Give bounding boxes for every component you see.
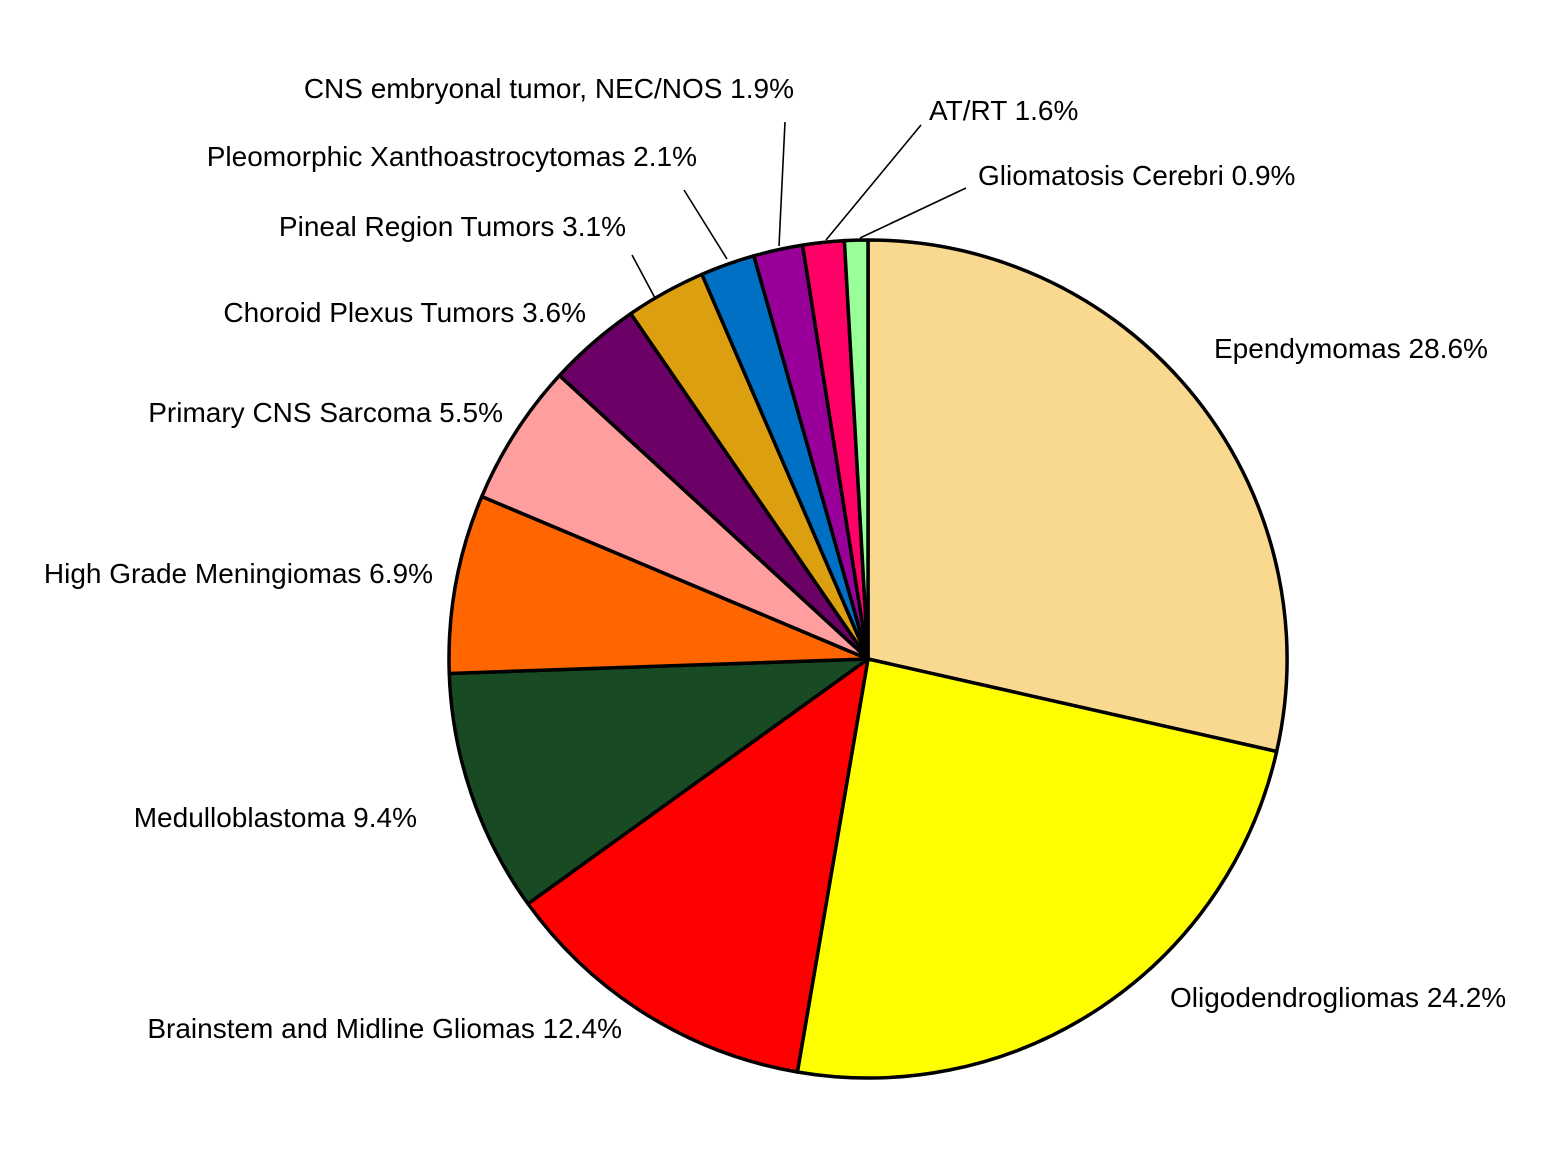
leader-line — [825, 124, 922, 241]
pie-slices — [447, 238, 1289, 1080]
slice-label: Gliomatosis Cerebri 0.9% — [978, 160, 1295, 191]
slice-label: Pineal Region Tumors 3.1% — [279, 211, 626, 242]
pie-slice — [447, 494, 870, 676]
slice-label: AT/RT 1.6% — [929, 95, 1078, 126]
pie-slice — [795, 657, 1279, 1080]
pie-slice — [480, 373, 870, 661]
slice-label: High Grade Meningiomas 6.9% — [44, 558, 433, 589]
leader-line — [683, 189, 728, 260]
slice-label: Medulloblastoma 9.4% — [134, 802, 417, 833]
pie-slice — [526, 657, 870, 1074]
pie-slice — [842, 238, 870, 661]
pie-slice — [447, 657, 870, 906]
slice-label: Pleomorphic Xanthoastrocytomas 2.1% — [207, 141, 697, 172]
leader-line — [631, 254, 656, 299]
slice-label: Oligodendrogliomas 24.2% — [1170, 982, 1506, 1013]
pie-slice — [866, 238, 1289, 754]
slice-label: CNS embryonal tumor, NEC/NOS 1.9% — [304, 73, 794, 104]
leader-lines — [631, 121, 967, 299]
slice-label: Brainstem and Midline Gliomas 12.4% — [147, 1013, 622, 1044]
leader-line — [859, 187, 967, 239]
leader-line — [778, 121, 786, 247]
slice-label: Ependymomas 28.6% — [1214, 333, 1488, 364]
slice-label: Primary CNS Sarcoma 5.5% — [148, 397, 503, 428]
slice-label: Choroid Plexus Tumors 3.6% — [223, 297, 586, 328]
slice-labels: Ependymomas 28.6% Oligodendrogliomas 24.2… — [44, 73, 1506, 1044]
